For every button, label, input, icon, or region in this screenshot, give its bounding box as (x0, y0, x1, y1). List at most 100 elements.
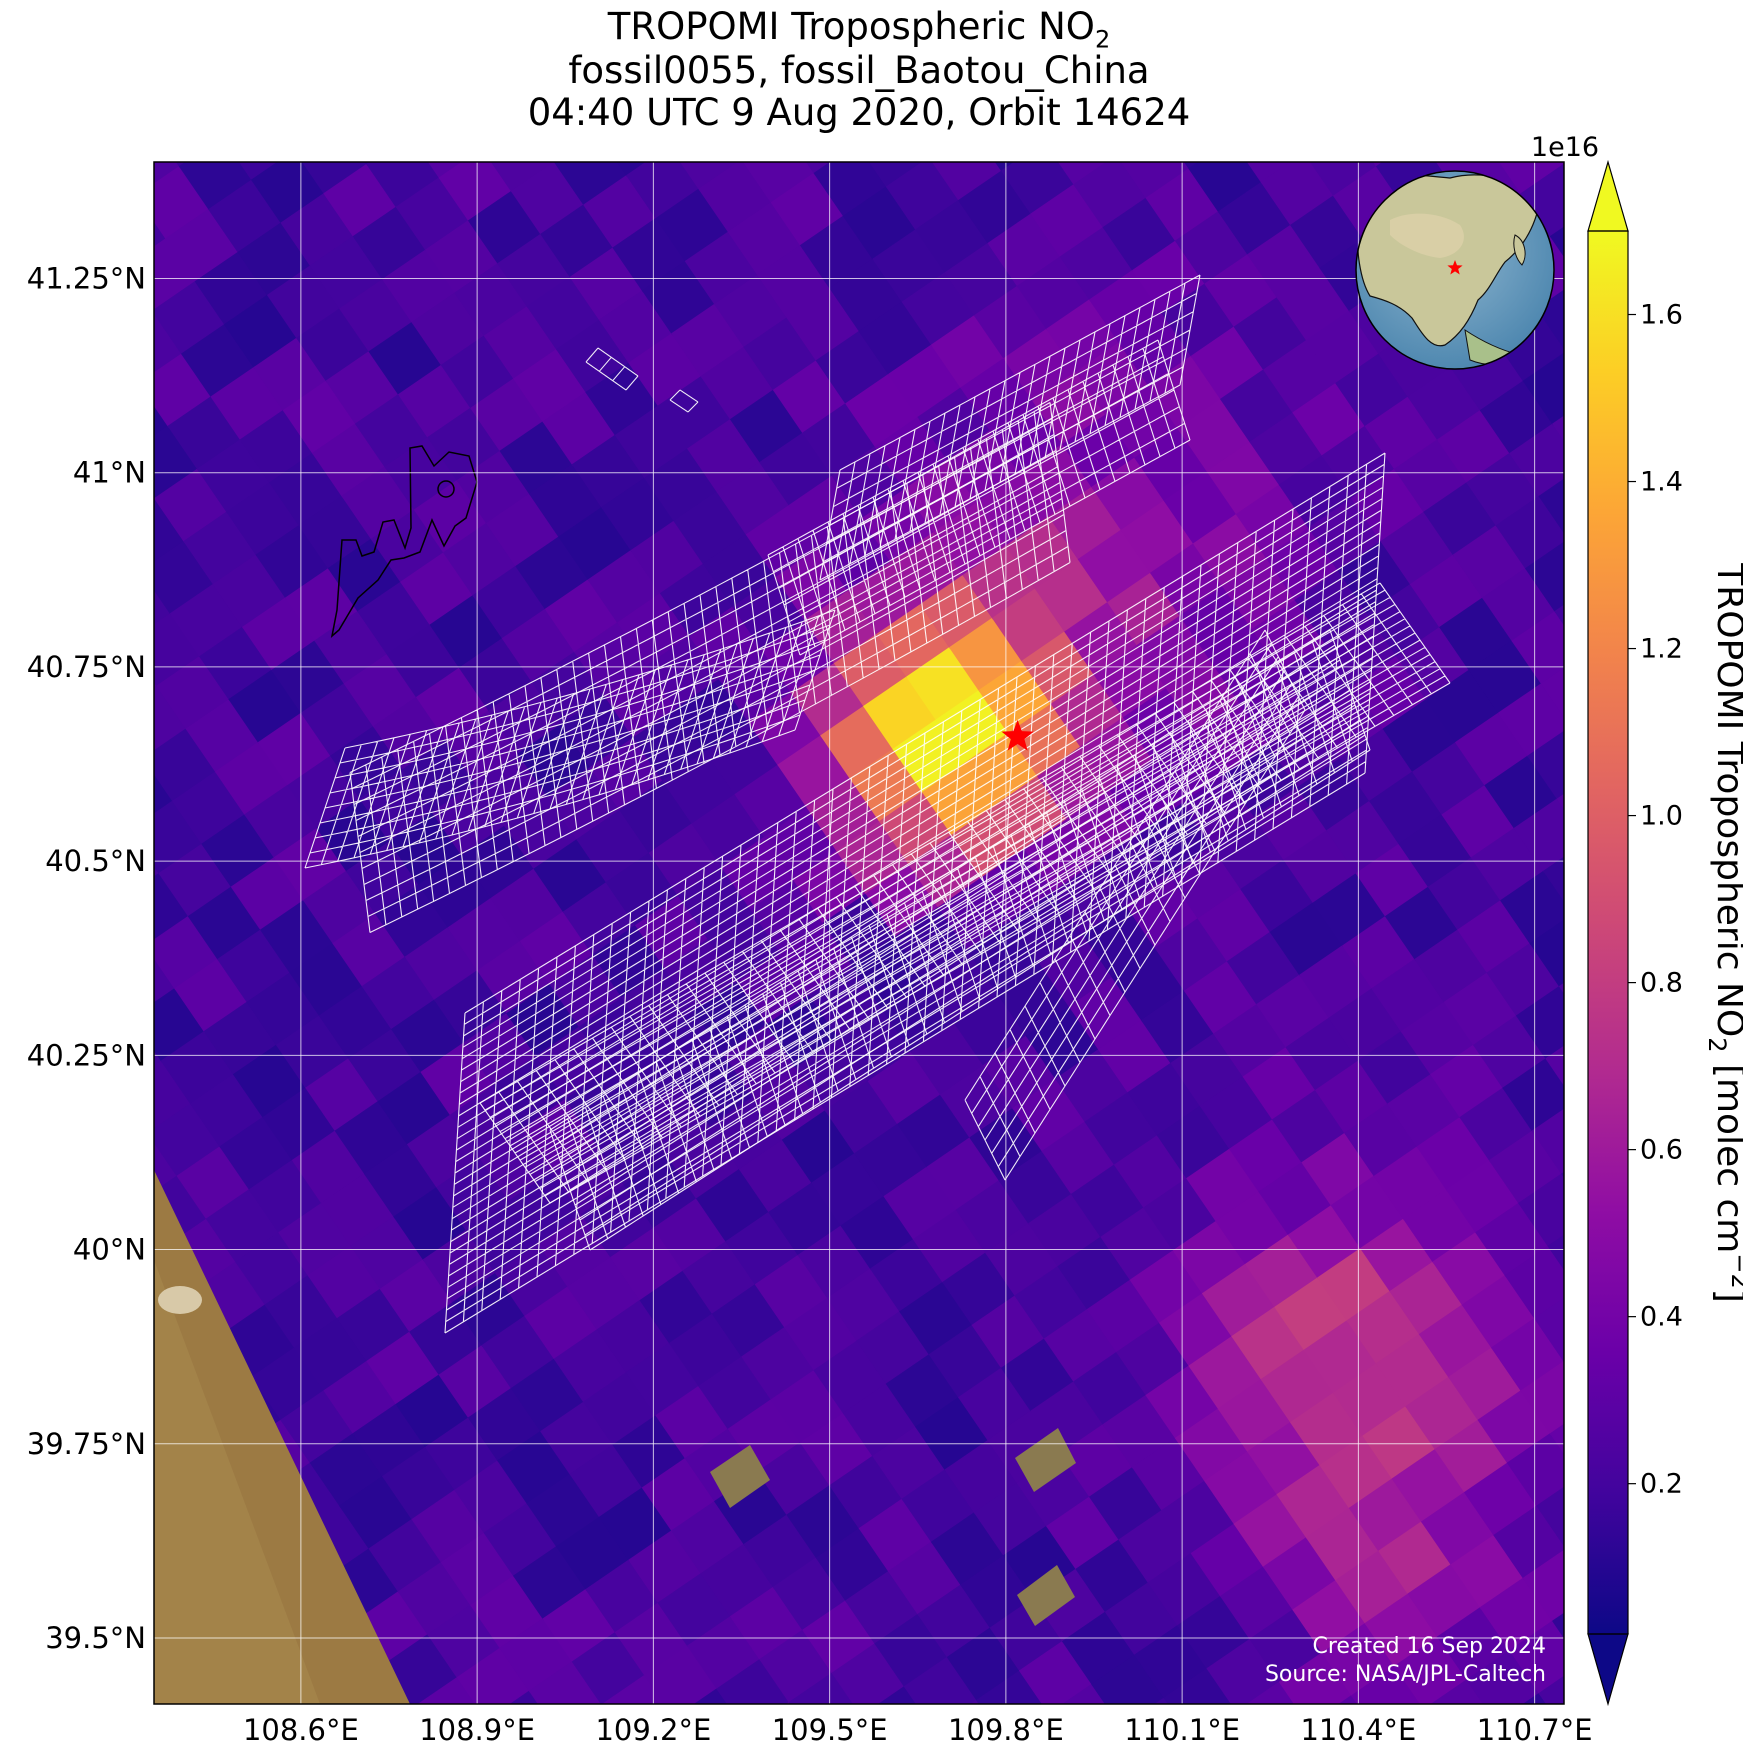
no2-pixel (679, 162, 742, 191)
colorbar-extend-min (1587, 1633, 1629, 1707)
axis-ticks: 108.6°E 108.9°E 109.2°E 109.5°E 109.8°E 110.1… (27, 262, 1593, 1747)
no2-pixel (1522, 352, 1564, 426)
lat-tick-label: 40.5°N (45, 844, 146, 878)
no2-pixel (1188, 162, 1264, 214)
globe-inset (1355, 170, 1555, 370)
satellite-imagery-shade (154, 1260, 320, 1704)
no2-pixel (1549, 1423, 1564, 1455)
no2-pixel (1515, 985, 1564, 1061)
no2-pixel (1497, 682, 1564, 758)
target-star-marker (1001, 719, 1034, 751)
coastline-island (437, 480, 455, 498)
lon-tick-label: 108.9°E (419, 1713, 535, 1747)
no2-pixel (1509, 1619, 1564, 1695)
no2-pixel (452, 75, 527, 150)
footprint-mesh (767, 339, 1191, 656)
colorbar: 0.2 0.4 0.6 0.8 1.0 1.2 1.4 1.6 1e16 TROPOMI Tr… (1531, 132, 1743, 1707)
no2-pixel (903, 1655, 979, 1704)
footprint-mesh (549, 629, 1371, 1251)
no2-pixel (1393, 1635, 1469, 1704)
no2-pixel (1502, 1057, 1564, 1133)
no2-pixel (154, 684, 189, 753)
lon-tick-label: 108.6°E (243, 1713, 359, 1747)
created-credit: Created 16 Sep 2024 (1313, 1634, 1547, 1659)
colorbar-tick-label: 1.2 (1640, 634, 1683, 665)
no2-pixel (994, 162, 1018, 173)
no2-pixel (1000, 162, 1076, 216)
no2-pixel (868, 162, 926, 189)
no2-pixel (640, 73, 715, 148)
no2-pixel (1091, 1653, 1167, 1704)
no2-pixel (528, 1660, 604, 1704)
lat-tick-label: 41°N (73, 456, 146, 490)
no2-pixel (1520, 1360, 1564, 1436)
tropomi-pixel-outlines (304, 274, 1451, 1334)
lat-tick-label: 40.75°N (27, 650, 146, 684)
colorbar-tick-label: 1.6 (1640, 300, 1683, 331)
lon-tick-label: 110.4°E (1300, 1713, 1416, 1747)
colorbar-tick-label: 1.4 (1640, 467, 1683, 498)
no2-pixel (1552, 415, 1564, 442)
no2-pixel (899, 84, 974, 159)
no2-pixel (1529, 919, 1564, 988)
no2-pixel (931, 162, 1004, 202)
no2-pixel (1183, 162, 1202, 171)
lat-tick-label: 40°N (73, 1233, 146, 1267)
no2-pixel (1558, 982, 1564, 994)
globe-land-desert (1390, 213, 1464, 258)
no2-pixel (1246, 162, 1294, 184)
no2-pixel (1552, 1612, 1564, 1639)
no2-pixel (154, 352, 214, 428)
no2-pixel (1549, 226, 1564, 258)
no2-pixel (1500, 869, 1564, 945)
no2-pixel (1547, 1234, 1564, 1271)
no2-pixel (175, 162, 189, 168)
lat-tick-label: 40.25°N (27, 1038, 146, 1072)
title-line-1: TROPOMI Tropospheric NO2 (607, 5, 1111, 54)
no2-pixel (366, 162, 442, 209)
no2-pixel (1498, 162, 1564, 196)
no2-pixel (77, 1276, 152, 1351)
no2-pixel (1372, 162, 1386, 168)
no2-pixel (1522, 1549, 1564, 1623)
no2-pixel (1309, 162, 1379, 198)
no2-pixel (1073, 162, 1149, 229)
no2-pixel (742, 162, 817, 205)
source-credit: Source: NASA/JPL-Caltech (1265, 1662, 1546, 1687)
no2-pixel (154, 727, 218, 803)
no2-pixel (438, 162, 514, 223)
footprint-mesh (444, 452, 1386, 1334)
no2-pixel (154, 1102, 223, 1178)
no2-pixel (1509, 422, 1564, 498)
no2-pixel (154, 1059, 193, 1131)
no2-pixel (553, 162, 629, 207)
no2-pixel (553, 162, 557, 164)
no2-pixel (1163, 1667, 1234, 1704)
no2-pixel (976, 1669, 1045, 1704)
lon-tick-label: 110.7°E (1477, 1713, 1593, 1747)
colorbar-tick-label: 0.2 (1640, 1469, 1683, 1500)
no2-pixel (1527, 730, 1564, 801)
no2-pixel (813, 162, 889, 218)
no2-pixel (64, 1349, 139, 1424)
no2-pixel (1536, 1486, 1564, 1547)
no2-pixel (64, 152, 139, 227)
no2-pixel (265, 77, 340, 152)
colorbar-tick-label: 0.8 (1640, 968, 1683, 999)
no2-pixel (77, 79, 152, 154)
map-frame (153, 161, 1565, 1705)
no2-pixel (1506, 1432, 1564, 1508)
lon-tick-label: 110.1°E (1124, 1713, 1240, 1747)
no2-pixel (1538, 1675, 1564, 1704)
colorbar-gradient (1588, 231, 1628, 1634)
no2-pixel (1206, 1637, 1282, 1704)
no2-pixel (1018, 1640, 1094, 1704)
no2-pixel (73, 902, 148, 977)
no2-pixel (1554, 604, 1564, 626)
lat-tick-label: 39.5°N (45, 1621, 146, 1655)
footprint-mesh (669, 389, 699, 413)
globe-land-japan (1513, 234, 1526, 266)
title-line-3: 04:40 UTC 9 Aug 2020, Orbit 14624 (527, 91, 1191, 134)
no2-pixel (1534, 1297, 1564, 1363)
